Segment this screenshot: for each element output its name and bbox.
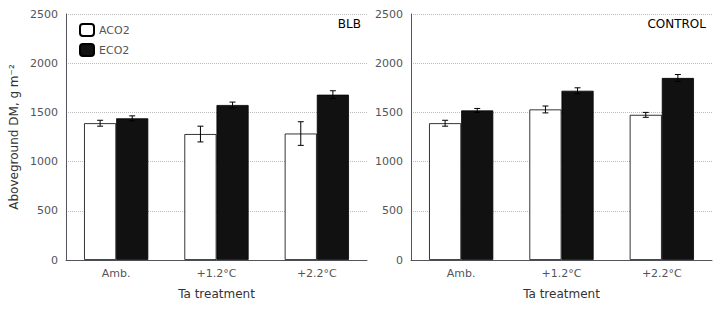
svg-text:+2.2°C: +2.2°C — [642, 267, 682, 280]
svg-text:Amb.: Amb. — [102, 267, 131, 280]
svg-text:+2.2°C: +2.2°C — [297, 267, 337, 280]
svg-text:Amb.: Amb. — [447, 267, 476, 280]
svg-text:+1.2°C: +1.2°C — [197, 267, 237, 280]
svg-text:2000: 2000 — [375, 57, 403, 70]
svg-text:0: 0 — [51, 254, 58, 267]
svg-text:500: 500 — [382, 204, 403, 217]
svg-text:ACO2: ACO2 — [99, 24, 130, 37]
svg-text:Ta treatment: Ta treatment — [177, 287, 255, 301]
svg-text:2500: 2500 — [375, 8, 403, 21]
svg-text:1000: 1000 — [375, 155, 403, 168]
svg-text:ECO2: ECO2 — [99, 44, 129, 57]
svg-text:2000: 2000 — [30, 57, 58, 70]
svg-text:Aboveground DM, g m⁻²: Aboveground DM, g m⁻² — [7, 64, 21, 210]
svg-text:2500: 2500 — [30, 8, 58, 21]
svg-text:+1.2°C: +1.2°C — [542, 267, 582, 280]
svg-text:1000: 1000 — [30, 155, 58, 168]
svg-text:1500: 1500 — [375, 106, 403, 119]
svg-text:1500: 1500 — [30, 106, 58, 119]
svg-text:0: 0 — [396, 254, 403, 267]
svg-text:CONTROL: CONTROL — [647, 17, 706, 31]
svg-text:BLB: BLB — [338, 17, 361, 31]
svg-text:Ta treatment: Ta treatment — [522, 287, 600, 301]
svg-text:500: 500 — [37, 204, 58, 217]
